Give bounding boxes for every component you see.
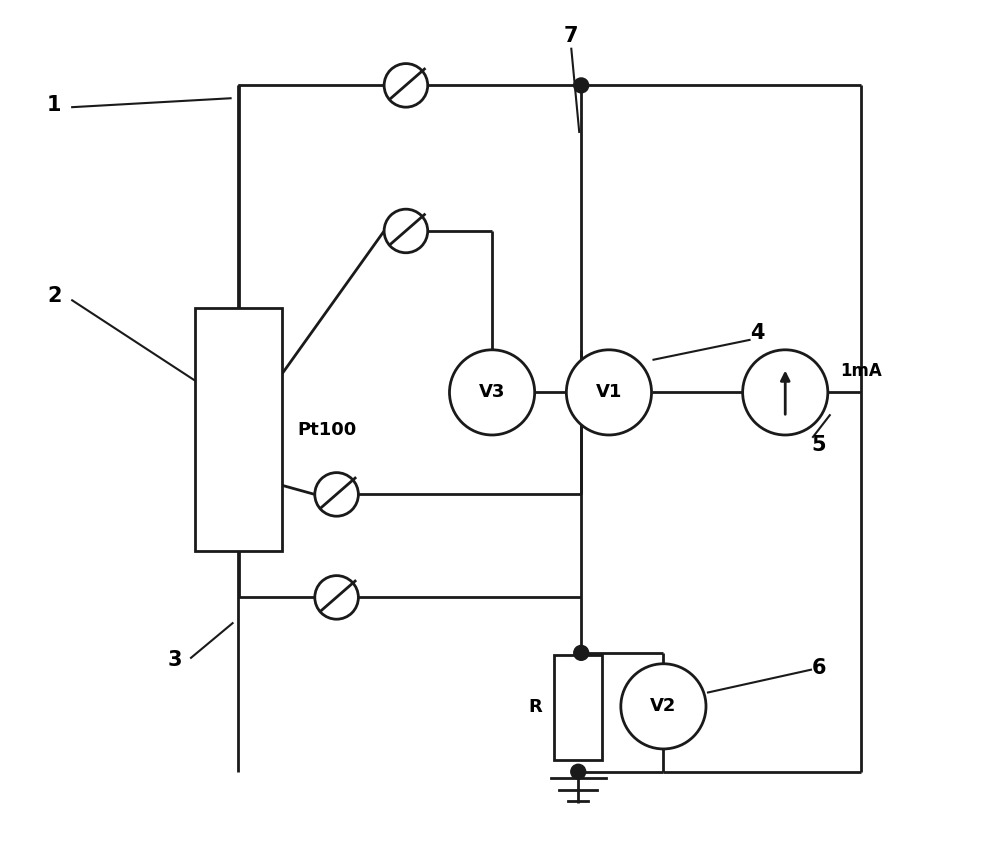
Circle shape [384, 63, 428, 108]
Text: V1: V1 [596, 383, 622, 401]
Text: 6: 6 [812, 658, 826, 678]
Circle shape [574, 78, 589, 93]
Text: 5: 5 [812, 435, 826, 455]
Circle shape [743, 349, 828, 435]
Text: Pt100: Pt100 [297, 420, 356, 439]
Circle shape [384, 209, 428, 253]
Circle shape [449, 349, 535, 435]
Circle shape [621, 664, 706, 749]
Text: V2: V2 [650, 697, 677, 715]
Circle shape [315, 473, 358, 516]
Bar [195, 308, 282, 551]
Text: 1: 1 [47, 95, 62, 115]
Text: 3: 3 [168, 649, 182, 670]
Text: R: R [529, 698, 543, 716]
Circle shape [315, 576, 358, 619]
Text: 4: 4 [750, 323, 765, 343]
Circle shape [571, 765, 586, 779]
Circle shape [566, 349, 652, 435]
Text: 1mA: 1mA [840, 362, 881, 380]
Bar [554, 655, 602, 759]
Text: 2: 2 [47, 286, 62, 306]
Circle shape [574, 645, 589, 661]
Text: V3: V3 [479, 383, 505, 401]
Text: 7: 7 [564, 26, 579, 46]
